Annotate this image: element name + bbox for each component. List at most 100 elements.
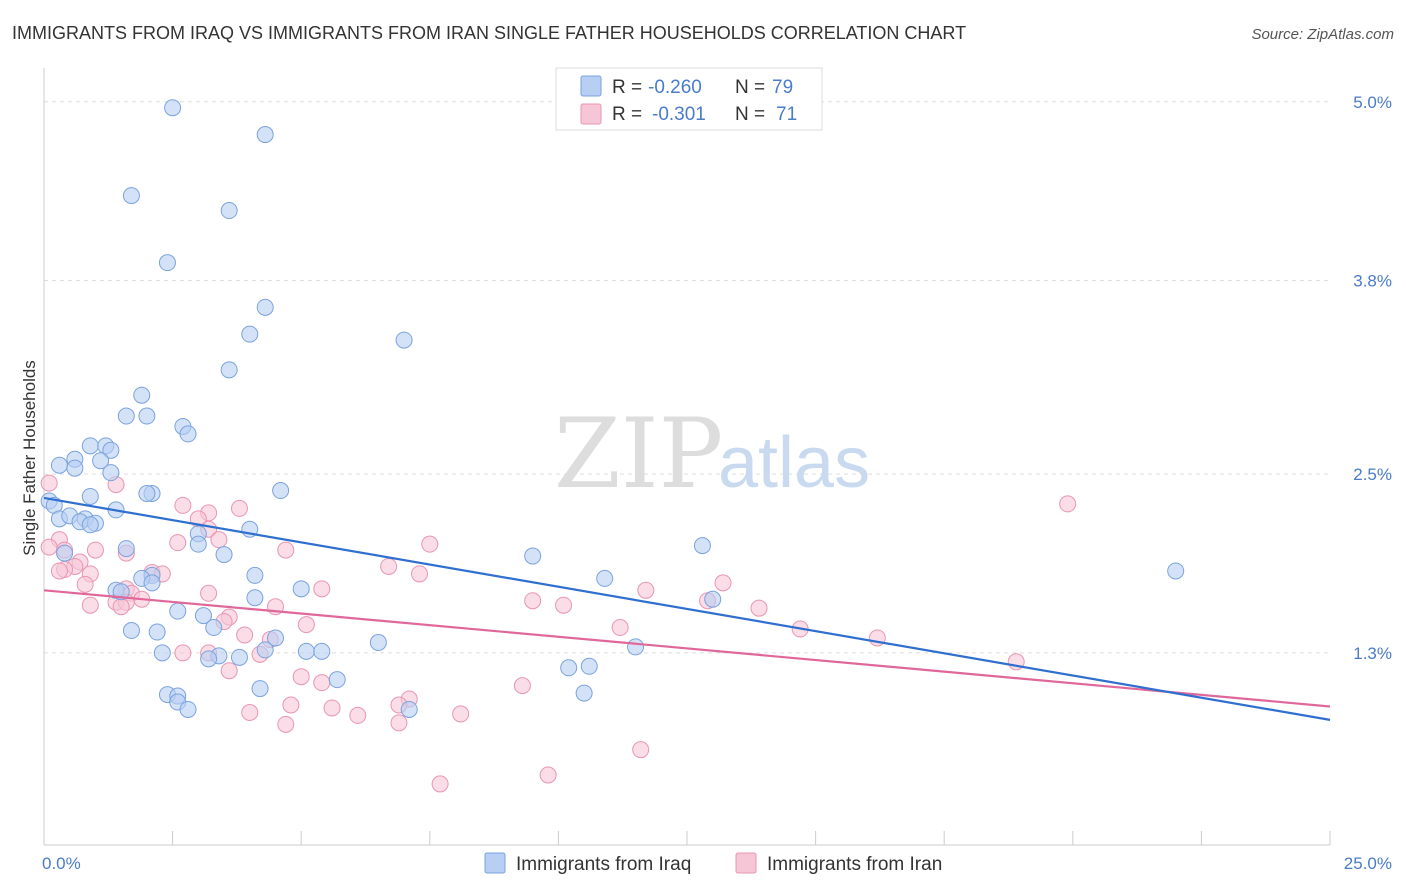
iran-point	[40, 538, 58, 556]
source-label: Source: ZipAtlas.com	[1251, 26, 1394, 43]
iran-point	[637, 581, 655, 599]
iran-point	[390, 714, 408, 732]
iran-point	[81, 596, 99, 614]
y-tick-label: 5.0%	[1353, 93, 1392, 112]
iran-point	[200, 584, 218, 602]
iraq-point	[117, 540, 135, 558]
iran-point	[513, 677, 531, 695]
iraq-point	[117, 407, 135, 425]
series-iran-points	[40, 474, 1077, 793]
iraq-point	[693, 537, 711, 555]
iraq-point	[251, 680, 269, 698]
legend-r-value-iraq: -0.260	[648, 77, 702, 98]
iraq-point	[138, 407, 156, 425]
axes	[43, 68, 1331, 846]
iran-point	[174, 644, 192, 662]
iraq-point	[1167, 562, 1185, 580]
iraq-point	[704, 590, 722, 608]
y-tick-label: 1.3%	[1353, 644, 1392, 663]
iraq-point	[266, 629, 284, 647]
iraq-point	[220, 361, 238, 379]
iraq-point	[189, 535, 207, 553]
iran-point	[236, 626, 254, 644]
iran-point	[452, 705, 470, 723]
legend-swatch-iran	[580, 103, 602, 125]
iran-point	[241, 703, 259, 721]
iraq-point	[200, 650, 218, 668]
bottom-legend-label-iran: Immigrants from Iran	[767, 854, 942, 875]
legend-r-label-iraq: R =	[612, 77, 642, 98]
iraq-point	[627, 638, 645, 656]
legend-swatch-iraq	[580, 75, 602, 97]
iran-point	[524, 592, 542, 610]
iran-point	[76, 575, 94, 593]
iran-point	[1059, 495, 1077, 513]
iraq-point	[102, 441, 120, 459]
iraq-point	[158, 254, 176, 272]
iraq-point	[292, 580, 310, 598]
series-legend: Immigrants from Iraq Immigrants from Ira…	[484, 852, 942, 875]
iraq-point	[524, 547, 542, 565]
iran-point	[323, 699, 341, 717]
iran-trend-line	[43, 589, 1331, 708]
iraq-point	[81, 437, 99, 455]
iraq-point	[400, 700, 418, 718]
iraq-point	[81, 487, 99, 505]
watermark-zip: ZIP	[554, 398, 723, 510]
iraq-trend-line	[43, 496, 1331, 721]
legend-n-label-iran: N =	[735, 104, 765, 125]
iran-point	[86, 541, 104, 559]
iran-point	[50, 562, 68, 580]
iraq-point	[169, 602, 187, 620]
iraq-point	[246, 566, 264, 584]
bottom-legend-swatch-iraq	[484, 852, 506, 874]
iraq-point	[133, 386, 151, 404]
iran-point	[169, 534, 187, 552]
iraq-point	[112, 583, 130, 601]
iran-point	[297, 616, 315, 634]
legend-n-label-iraq: N =	[735, 77, 765, 98]
iraq-point	[575, 684, 593, 702]
legend-n-value-iraq: 79	[772, 77, 793, 98]
iraq-point	[215, 546, 233, 564]
iran-point	[750, 599, 768, 617]
y-axis-title: Single Father Households	[20, 360, 39, 556]
iraq-point	[66, 459, 84, 477]
iran-point	[611, 619, 629, 637]
iraq-point	[256, 641, 274, 659]
iran-point	[210, 531, 228, 549]
grid	[44, 101, 1330, 654]
iran-point	[313, 674, 331, 692]
iraq-point	[230, 648, 248, 666]
iraq-point	[92, 452, 110, 470]
iraq-point	[122, 187, 140, 205]
iraq-point	[56, 544, 74, 562]
bottom-legend-swatch-iran	[735, 852, 757, 874]
iraq-point	[241, 325, 259, 343]
iraq-point	[272, 482, 290, 500]
iran-point	[632, 741, 650, 759]
legend-n-value-iran: 71	[776, 104, 797, 125]
legend-r-value-iran: -0.301	[652, 104, 706, 125]
correlation-legend: R = -0.260 N = 79 R = -0.301 N = 71	[555, 67, 823, 131]
trend-lines	[43, 496, 1331, 721]
iraq-point	[256, 298, 274, 316]
iraq-point	[122, 622, 140, 640]
iran-point	[411, 565, 429, 583]
series-iraq-points	[40, 99, 1185, 718]
iraq-point	[153, 644, 171, 662]
iran-point	[313, 580, 331, 598]
iraq-point	[369, 633, 387, 651]
x-tick-label: 0.0%	[42, 854, 81, 873]
iraq-point	[138, 485, 156, 503]
iraq-point	[179, 700, 197, 718]
iran-point	[282, 696, 300, 714]
iran-point	[40, 474, 58, 492]
iraq-point	[205, 619, 223, 637]
iraq-point	[580, 657, 598, 675]
iran-point	[714, 574, 732, 592]
iran-point	[277, 541, 295, 559]
iraq-point	[246, 589, 264, 607]
iraq-point	[596, 569, 614, 587]
